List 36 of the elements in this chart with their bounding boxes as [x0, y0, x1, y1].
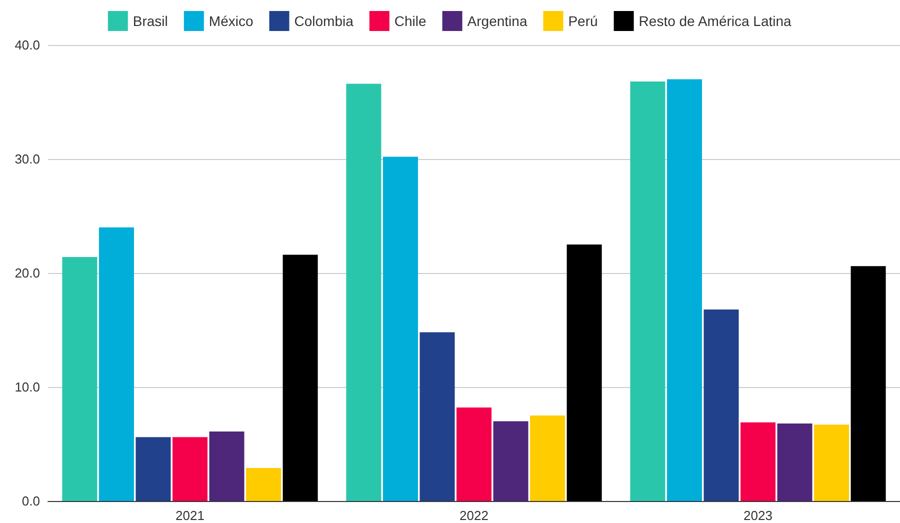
- legend-label: Argentina: [467, 13, 528, 29]
- bar: [566, 244, 602, 501]
- x-tick-label: 2021: [176, 508, 204, 523]
- bar: [704, 309, 739, 501]
- bar: [666, 79, 702, 501]
- bar: [136, 437, 171, 501]
- x-tick-label: 2023: [744, 508, 772, 523]
- bar: [530, 416, 566, 501]
- bar: [740, 422, 776, 501]
- bar: [850, 266, 886, 501]
- legend-label: Perú: [568, 13, 598, 29]
- y-tick-label: 20.0: [14, 266, 40, 280]
- bar: [814, 424, 850, 501]
- bar: [493, 421, 528, 501]
- bar: [420, 332, 455, 501]
- legend-label: Chile: [394, 13, 427, 29]
- bar: [456, 408, 492, 501]
- bar: [246, 468, 282, 501]
- bar: [777, 423, 812, 501]
- bar: [382, 156, 418, 501]
- legend-label: Resto de América Latina: [638, 13, 792, 29]
- legend-label: Brasil: [132, 13, 168, 29]
- y-tick-label: 0.0: [22, 494, 40, 508]
- y-tick-label: 10.0: [14, 380, 40, 394]
- bar: [282, 254, 318, 501]
- y-tick-label: 40.0: [14, 38, 40, 52]
- y-tick-label: 30.0: [14, 152, 40, 166]
- x-tick-label: 2022: [460, 508, 488, 523]
- bar: [630, 81, 666, 501]
- bar: [172, 437, 208, 501]
- bar: [98, 227, 134, 501]
- bar: [346, 84, 382, 501]
- legend-label: Colombia: [294, 13, 354, 29]
- bar: [209, 431, 244, 501]
- legend-label: México: [208, 13, 254, 29]
- bar: [62, 257, 98, 501]
